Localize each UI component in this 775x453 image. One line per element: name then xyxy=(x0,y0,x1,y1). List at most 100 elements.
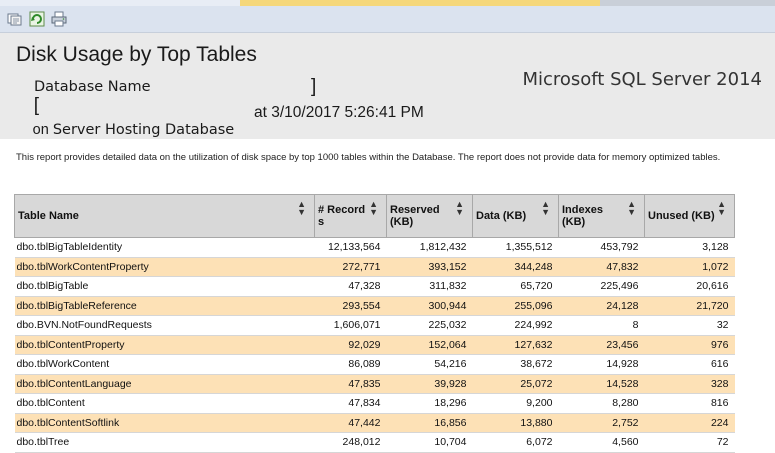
report-toolbar xyxy=(0,6,775,33)
column-header-records[interactable]: # Record s ▲ ▼ xyxy=(314,194,387,238)
value-cell: 255,096 xyxy=(472,296,559,316)
value-cell: 25,072 xyxy=(472,374,559,394)
value-cell: 20,616 xyxy=(644,276,735,297)
report-title: Disk Usage by Top Tables xyxy=(16,43,257,66)
value-cell: 16,856 xyxy=(386,413,473,433)
value-cell: 1,606,071 xyxy=(314,315,387,336)
table-name-cell: dbo.tblBigTable xyxy=(14,276,315,297)
column-label: Reserved (KB) xyxy=(390,204,440,228)
table-name-cell: dbo.tblBigTableReference xyxy=(14,296,315,316)
value-cell: 92,029 xyxy=(314,335,387,355)
database-name: Database Name xyxy=(34,79,151,95)
value-cell: 1,812,432 xyxy=(386,237,473,258)
sort-icon[interactable]: ▲ ▼ xyxy=(627,199,636,217)
report-description: This report provides detailed data on th… xyxy=(16,152,721,163)
column-label: Data (KB) xyxy=(476,210,527,222)
value-cell: 14,928 xyxy=(558,354,645,375)
value-cell: 9,200 xyxy=(472,393,559,414)
column-label: Unused (KB) xyxy=(648,210,715,222)
value-cell: 328 xyxy=(644,374,735,394)
value-cell: 272,771 xyxy=(314,257,387,277)
column-header-reserved[interactable]: Reserved (KB) ▲ ▼ xyxy=(386,194,473,238)
value-cell: 1,072 xyxy=(644,257,735,277)
value-cell: 293,554 xyxy=(314,296,387,316)
window-top-edge xyxy=(0,0,775,6)
value-cell: 225,032 xyxy=(386,315,473,336)
value-cell: 127,632 xyxy=(472,335,559,355)
table-row: dbo.tblContentProperty 92,029 152,064 127,6… xyxy=(14,335,735,355)
value-cell: 8 xyxy=(558,315,645,336)
value-cell: 8,280 xyxy=(558,393,645,414)
value-cell: 152,064 xyxy=(386,335,473,355)
value-cell: 311,832 xyxy=(386,276,473,297)
value-cell: 816 xyxy=(644,393,735,414)
column-header-unused[interactable]: Unused (KB) ▲ ▼ xyxy=(644,194,735,238)
value-cell: 225,496 xyxy=(558,276,645,297)
value-cell: 976 xyxy=(644,335,735,355)
table-name-cell: dbo.tblWorkContent xyxy=(14,354,315,375)
value-cell: 2,752 xyxy=(558,413,645,433)
table-row: dbo.tblContent 47,834 18,296 9,200 8,280 816 xyxy=(14,393,735,414)
sort-icon[interactable]: ▲ ▼ xyxy=(541,199,550,217)
table-name-cell: dbo.tblContent xyxy=(14,393,315,414)
value-cell: 12,133,564 xyxy=(314,237,387,258)
value-cell: 13,880 xyxy=(472,413,559,433)
value-cell: 72 xyxy=(644,432,735,453)
report-timestamp: at 3/10/2017 5:26:41 PM xyxy=(254,104,424,121)
close-bracket: ] xyxy=(311,76,317,97)
column-header-table-name[interactable]: Table Name ▲ ▼ xyxy=(14,194,315,238)
column-label: # Record s xyxy=(318,204,366,228)
value-cell: 23,456 xyxy=(558,335,645,355)
table-name-cell: dbo.tblContentProperty xyxy=(14,335,315,355)
column-header-data[interactable]: Data (KB) ▲ ▼ xyxy=(472,194,559,238)
value-cell: 47,832 xyxy=(558,257,645,277)
sort-icon[interactable]: ▲ ▼ xyxy=(455,199,464,217)
value-cell: 86,089 xyxy=(314,354,387,375)
value-cell: 38,672 xyxy=(472,354,559,375)
value-cell: 47,328 xyxy=(314,276,387,297)
value-cell: 1,355,512 xyxy=(472,237,559,258)
print-icon[interactable] xyxy=(51,11,67,27)
table-row: dbo.tblTree 248,012 10,704 6,072 4,560 72 xyxy=(14,432,735,453)
value-cell: 47,834 xyxy=(314,393,387,414)
value-cell: 39,928 xyxy=(386,374,473,394)
value-cell: 6,072 xyxy=(472,432,559,453)
value-cell: 248,012 xyxy=(314,432,387,453)
value-cell: 10,704 xyxy=(386,432,473,453)
value-cell: 393,152 xyxy=(386,257,473,277)
table-row: dbo.tblBigTable 47,328 311,832 65,720 225,49… xyxy=(14,276,735,297)
sort-icon[interactable]: ▲ ▼ xyxy=(369,199,378,217)
disk-usage-table: Table Name ▲ ▼ # Record s ▲ ▼ Reserved (KB) ▲… xyxy=(14,194,735,453)
table-row: dbo.BVN.NotFoundRequests 1,606,071 225,032… xyxy=(14,315,735,336)
table-header-row: Table Name ▲ ▼ # Record s ▲ ▼ Reserved (KB) ▲… xyxy=(14,194,735,238)
table-name-cell: dbo.tblBigTableIdentity xyxy=(14,237,315,258)
value-cell: 453,792 xyxy=(558,237,645,258)
value-cell: 616 xyxy=(644,354,735,375)
on-prefix: on xyxy=(32,122,49,138)
table-row: dbo.tblWorkContent 86,089 54,216 38,672 14,9… xyxy=(14,354,735,375)
table-name-cell: dbo.tblTree xyxy=(14,432,315,453)
value-cell: 65,720 xyxy=(472,276,559,297)
sort-icon[interactable]: ▲ ▼ xyxy=(717,199,726,217)
table-row: dbo.tblContentLanguage 47,835 39,928 25,072… xyxy=(14,374,735,394)
value-cell: 47,442 xyxy=(314,413,387,433)
server-line: on Server Hosting Database at 3/10/2017 5… xyxy=(16,104,424,172)
table-row: dbo.tblBigTableReference 293,554 300,944 25… xyxy=(14,296,735,316)
open-bracket: [ xyxy=(33,95,40,116)
value-cell: 224,992 xyxy=(472,315,559,336)
document-map-icon[interactable] xyxy=(6,11,22,27)
table-row: dbo.tblBigTableIdentity 12,133,564 1,812,4… xyxy=(14,237,735,258)
column-label: Indexes (KB) xyxy=(562,204,603,228)
value-cell: 344,248 xyxy=(472,257,559,277)
sort-icon[interactable]: ▲ ▼ xyxy=(297,199,306,217)
database-line: [ Database Name ] xyxy=(16,76,317,171)
value-cell: 32 xyxy=(644,315,735,336)
report-header: Disk Usage by Top Tables [ Database Name… xyxy=(0,33,775,139)
value-cell: 300,944 xyxy=(386,296,473,316)
refresh-icon[interactable] xyxy=(29,11,45,27)
column-header-indexes[interactable]: Indexes (KB) ▲ ▼ xyxy=(558,194,645,238)
table-name-cell: dbo.tblWorkContentProperty xyxy=(14,257,315,277)
value-cell: 54,216 xyxy=(386,354,473,375)
table-body: dbo.tblBigTableIdentity 12,133,564 1,812,4… xyxy=(14,237,735,453)
table-row: dbo.tblContentSoftlink 47,442 16,856 13,880… xyxy=(14,413,735,433)
